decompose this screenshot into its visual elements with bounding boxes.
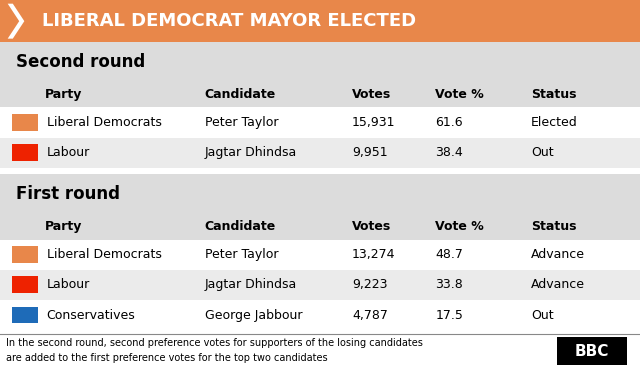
- Text: 9,951: 9,951: [352, 146, 388, 159]
- Text: Status: Status: [531, 220, 577, 233]
- Text: 48.7: 48.7: [435, 248, 463, 261]
- Bar: [0, 107, 640, 138]
- Text: LIBERAL DEMOCRAT MAYOR ELECTED: LIBERAL DEMOCRAT MAYOR ELECTED: [42, 12, 416, 30]
- Text: Liberal Democrats: Liberal Democrats: [47, 248, 161, 261]
- Text: Out: Out: [531, 146, 554, 159]
- Bar: [12, 307, 38, 323]
- Text: 15,931: 15,931: [352, 116, 396, 129]
- Text: Jagtar Dhindsa: Jagtar Dhindsa: [205, 146, 297, 159]
- Bar: [0, 240, 640, 270]
- Text: Candidate: Candidate: [205, 220, 276, 233]
- Bar: [0, 138, 640, 168]
- Text: BBC: BBC: [575, 344, 609, 358]
- Text: Out: Out: [531, 308, 554, 322]
- Bar: [0, 81, 640, 107]
- Text: 13,274: 13,274: [352, 248, 396, 261]
- Text: Party: Party: [45, 88, 82, 101]
- Text: Conservatives: Conservatives: [47, 308, 136, 322]
- Bar: [0, 0, 640, 42]
- Text: Jagtar Dhindsa: Jagtar Dhindsa: [205, 278, 297, 291]
- Bar: [12, 246, 38, 263]
- Text: Liberal Democrats: Liberal Democrats: [47, 116, 161, 129]
- Text: Peter Taylor: Peter Taylor: [205, 116, 278, 129]
- Bar: [12, 276, 38, 293]
- Text: 9,223: 9,223: [352, 278, 387, 291]
- Text: Peter Taylor: Peter Taylor: [205, 248, 278, 261]
- Text: 17.5: 17.5: [435, 308, 463, 322]
- Text: Votes: Votes: [352, 88, 391, 101]
- Bar: [0, 213, 640, 240]
- Polygon shape: [8, 4, 24, 39]
- Text: George Jabbour: George Jabbour: [205, 308, 302, 322]
- Bar: [12, 114, 38, 131]
- Text: Vote %: Vote %: [435, 88, 484, 101]
- Bar: [0, 42, 640, 81]
- Text: are added to the first preference votes for the top two candidates: are added to the first preference votes …: [6, 353, 328, 362]
- Bar: [12, 144, 38, 161]
- Text: Second round: Second round: [16, 53, 145, 71]
- Text: Advance: Advance: [531, 248, 585, 261]
- Text: Party: Party: [45, 220, 82, 233]
- Bar: [557, 337, 627, 365]
- Text: Vote %: Vote %: [435, 220, 484, 233]
- Text: Labour: Labour: [47, 146, 90, 159]
- Text: Labour: Labour: [47, 278, 90, 291]
- Text: 4,787: 4,787: [352, 308, 388, 322]
- Text: Status: Status: [531, 88, 577, 101]
- Bar: [0, 174, 640, 213]
- Text: Advance: Advance: [531, 278, 585, 291]
- Bar: [0, 300, 640, 330]
- Text: 38.4: 38.4: [435, 146, 463, 159]
- Text: 61.6: 61.6: [435, 116, 463, 129]
- Text: Votes: Votes: [352, 220, 391, 233]
- Text: Elected: Elected: [531, 116, 578, 129]
- Text: 33.8: 33.8: [435, 278, 463, 291]
- Text: In the second round, second preference votes for supporters of the losing candid: In the second round, second preference v…: [6, 338, 423, 348]
- Bar: [0, 334, 640, 368]
- Text: First round: First round: [16, 185, 120, 203]
- Text: Candidate: Candidate: [205, 88, 276, 101]
- Bar: [0, 270, 640, 300]
